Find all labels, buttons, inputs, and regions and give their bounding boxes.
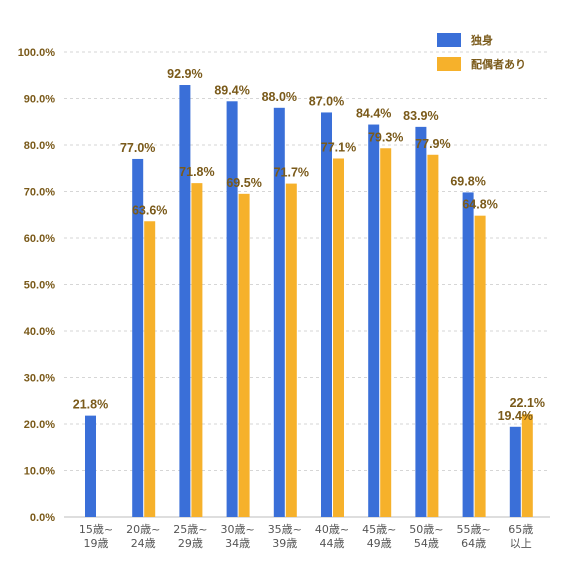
bar-married xyxy=(191,183,203,517)
y-tick-label: 60.0% xyxy=(24,233,55,245)
data-label: 79.3% xyxy=(368,130,403,144)
legend-label: 独身 xyxy=(470,33,493,47)
x-tick-label: 45歳~ 49歳 xyxy=(362,523,396,550)
bar-married xyxy=(285,183,297,517)
data-label: 22.1% xyxy=(510,396,545,410)
x-tick-label: 30歳~ 34歳 xyxy=(220,523,254,550)
y-tick-label: 50.0% xyxy=(24,280,55,292)
data-label: 84.4% xyxy=(356,107,391,121)
data-labels: 21.8% 77.0% 92.9% 89.4% 88.0% 87.0% 84.4% 83.9%… xyxy=(73,67,545,423)
bar-single xyxy=(85,415,96,517)
data-label: 89.4% xyxy=(214,83,249,97)
data-label: 63.6% xyxy=(132,203,167,217)
bars xyxy=(85,85,533,518)
bar-married xyxy=(521,414,533,517)
bar-married xyxy=(380,148,392,517)
data-label: 87.0% xyxy=(309,94,344,108)
y-tick-label: 90.0% xyxy=(24,94,55,106)
y-tick-label: 10.0% xyxy=(24,466,55,478)
x-tick-label: 35歳~ 39歳 xyxy=(268,523,302,550)
bar-single xyxy=(132,158,144,517)
y-tick-label: 100.0% xyxy=(18,47,56,59)
x-tick-label: 65歳以上 xyxy=(508,523,533,550)
bar-married xyxy=(238,193,250,517)
x-tick-label: 50歳~ 54歳 xyxy=(409,523,443,550)
y-tick-label: 30.0% xyxy=(24,373,55,385)
data-label: 69.8% xyxy=(450,174,485,188)
legend-label: 配偶者あり xyxy=(471,57,526,71)
legend-swatch-married xyxy=(437,57,461,71)
data-label: 88.0% xyxy=(262,90,297,104)
y-axis-ticks: 0.0% 10.0% 20.0% 30.0% 40.0% 50.0% 60.0% 70.0% 8… xyxy=(18,47,56,524)
bar-single xyxy=(321,112,332,517)
data-label: 21.8% xyxy=(73,398,108,412)
data-label: 92.9% xyxy=(167,67,202,81)
data-label: 77.1% xyxy=(321,140,356,154)
bar-single xyxy=(509,426,521,517)
data-label: 71.8% xyxy=(179,165,214,179)
bar-married xyxy=(474,215,486,517)
bar-single xyxy=(462,192,474,517)
x-tick-label: 15歳~ 19歳 xyxy=(79,523,113,550)
data-label: 77.0% xyxy=(120,141,155,155)
bar-single xyxy=(273,107,285,518)
x-tick-label: 20歳~ 24歳 xyxy=(126,523,160,550)
bar-single xyxy=(226,101,238,517)
y-tick-label: 0.0% xyxy=(30,512,55,524)
bar-married xyxy=(144,221,156,517)
legend-swatch-single xyxy=(437,33,461,47)
y-tick-label: 80.0% xyxy=(24,140,55,152)
y-tick-label: 20.0% xyxy=(24,419,55,431)
x-tick-label: 25歳~ 29歳 xyxy=(173,523,207,550)
data-label: 64.8% xyxy=(462,198,497,212)
bar-single xyxy=(415,126,427,518)
x-tick-label: 40歳~ 44歳 xyxy=(315,523,349,550)
bar-married xyxy=(333,158,344,518)
data-label: 77.9% xyxy=(415,137,450,151)
x-tick-label: 55歳~ 64歳 xyxy=(456,523,490,550)
data-label: 69.5% xyxy=(226,176,261,190)
x-axis-ticks: 15歳~ 19歳 20歳~ 24歳 25歳~ 29歳 30歳~ 34歳 35歳~ 39歳 40歳~ 4… xyxy=(79,523,533,550)
data-label: 83.9% xyxy=(403,109,438,123)
y-tick-label: 70.0% xyxy=(24,187,55,199)
bar-single xyxy=(179,85,191,517)
data-label: 19.4% xyxy=(498,409,533,423)
bar-single xyxy=(368,124,380,517)
data-label: 71.7% xyxy=(274,166,309,180)
y-tick-label: 40.0% xyxy=(24,326,55,338)
bar-married xyxy=(427,154,439,517)
